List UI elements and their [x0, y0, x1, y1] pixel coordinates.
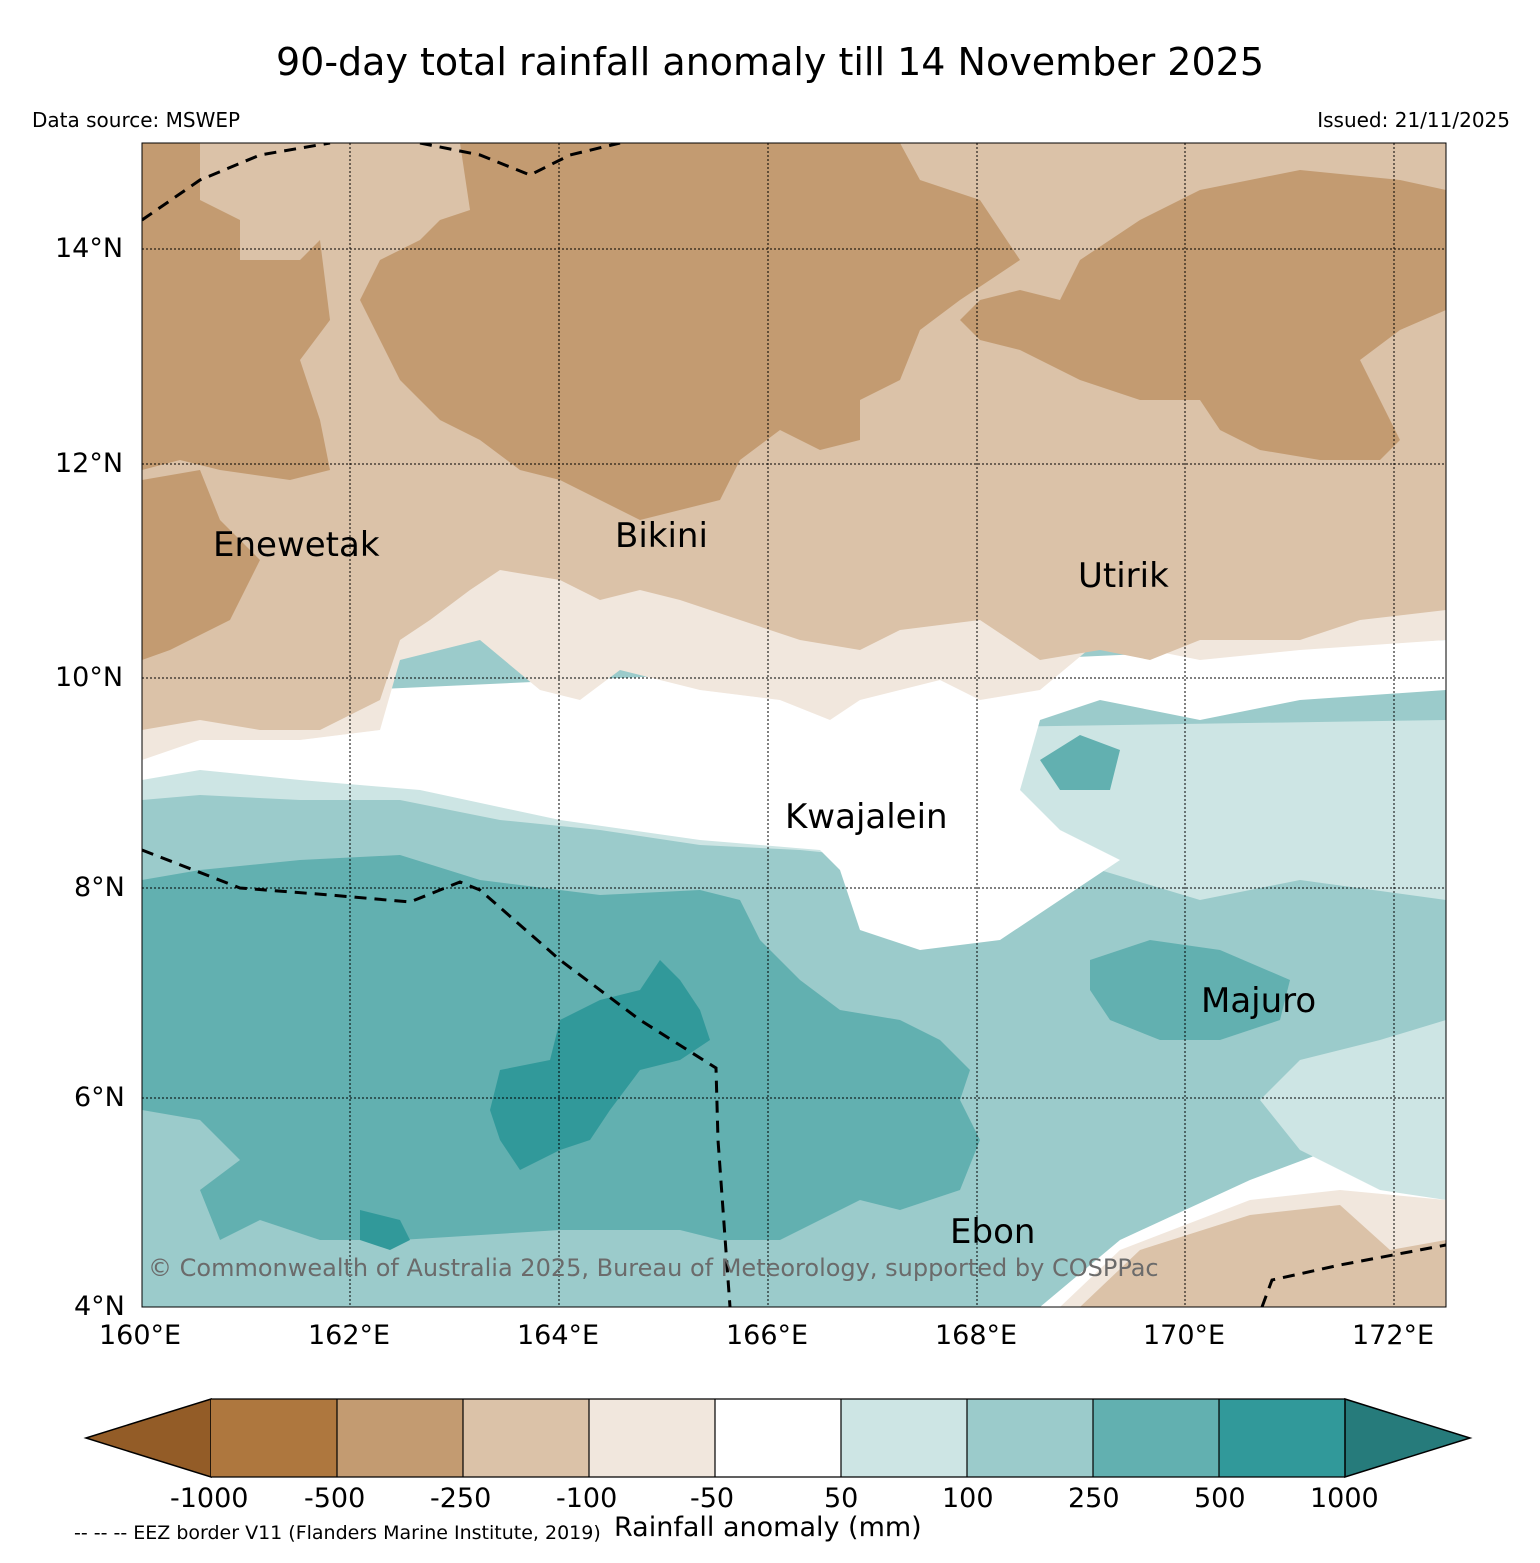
- anomaly-band-neg500-neg250: [142, 143, 330, 480]
- colorbar-bin: [1093, 1399, 1219, 1477]
- anomaly-band-neg500-neg250-central: [360, 143, 1020, 520]
- anomaly-band-250-500-north: [1040, 735, 1120, 790]
- colorbar-bin: [463, 1399, 589, 1477]
- colorbar-title: Rainfall anomaly (mm): [614, 1512, 922, 1543]
- lon-tick-label: 164°E: [517, 1320, 600, 1351]
- anomaly-band-500-1000-small: [360, 1210, 410, 1250]
- lon-tick-label: 162°E: [308, 1320, 391, 1351]
- colorbar-tick-label: -1000: [170, 1483, 249, 1514]
- colorbar-tick-label: 500: [1194, 1483, 1246, 1514]
- colorbar-tick-label: 250: [1068, 1483, 1120, 1514]
- lat-tick-label: 12°N: [55, 448, 124, 479]
- lat-tick-label: 10°N: [55, 662, 124, 693]
- issued-date-label: Issued: 21/11/2025: [1317, 108, 1510, 132]
- place-label-ebon: Ebon: [950, 1212, 1036, 1252]
- anomaly-band-neg500-neg250-east: [960, 170, 1446, 460]
- lon-tick-label: 168°E: [935, 1320, 1018, 1351]
- colorbar-bin: [589, 1399, 715, 1477]
- lat-tick-label: 14°N: [55, 233, 124, 264]
- map-title: 90-day total rainfall anomaly till 14 No…: [275, 40, 1265, 84]
- place-label-utirik: Utirik: [1078, 556, 1169, 596]
- lon-tick-label: 172°E: [1352, 1320, 1435, 1351]
- copyright-notice: © Commonwealth of Australia 2025, Bureau…: [148, 1254, 1159, 1282]
- place-label-kwajalein: Kwajalein: [785, 797, 948, 837]
- anomaly-band-50-100-east: [1260, 1020, 1446, 1200]
- colorbar-tick-label: -250: [430, 1483, 492, 1514]
- map-frame: [141, 142, 1447, 1308]
- colorbar: [83, 1397, 1473, 1479]
- anomaly-band-250-500-majuro: [1090, 940, 1290, 1040]
- place-label-bikini: Bikini: [615, 516, 708, 556]
- anomaly-band-neg250-neg100-south: [1080, 1205, 1446, 1307]
- lat-tick-label: 4°N: [74, 1291, 125, 1322]
- place-label-enewetak: Enewetak: [213, 525, 380, 565]
- eez-legend-note: -- -- -- EEZ border V11 (Flanders Marine…: [74, 1522, 601, 1544]
- data-source-label: Data source: MSWEP: [32, 108, 241, 132]
- colorbar-bin: [1219, 1399, 1345, 1477]
- eez-border: [142, 143, 1446, 1307]
- colorbar-tick-label: -100: [556, 1483, 618, 1514]
- colorbar-bin: [967, 1399, 1093, 1477]
- colorbar-bin: [715, 1399, 841, 1477]
- place-label-majuro: Majuro: [1201, 981, 1317, 1021]
- colorbar-tick-label: -50: [690, 1483, 735, 1514]
- lon-tick-label: 166°E: [726, 1320, 809, 1351]
- colorbar-bin: [337, 1399, 463, 1477]
- colorbar-extend-max: [1344, 1397, 1473, 1479]
- lat-tick-label: 8°N: [74, 872, 125, 903]
- colorbar-tick-label: 50: [824, 1483, 859, 1514]
- colorbar-bin: [841, 1399, 967, 1477]
- colorbar-extend-min: [83, 1397, 212, 1479]
- colorbar-tick-label: -500: [304, 1483, 366, 1514]
- colorbar-bin: [211, 1399, 337, 1477]
- colorbar-tick-label: 100: [942, 1483, 994, 1514]
- lon-tick-label: 170°E: [1143, 1320, 1226, 1351]
- anomaly-band-neg500-neg250-west: [142, 470, 260, 660]
- colorbar-tick-label: 1000: [1310, 1483, 1379, 1514]
- anomaly-band-500-1000: [490, 960, 710, 1170]
- lon-tick-label: 160°E: [99, 1320, 182, 1351]
- lat-tick-label: 6°N: [74, 1082, 125, 1113]
- anomaly-band-neg50-50: [142, 640, 1446, 950]
